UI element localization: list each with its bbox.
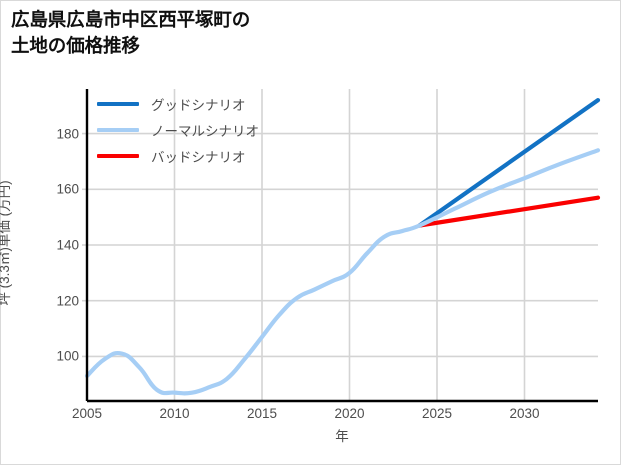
series-line-ノーマルシナリオ — [84, 148, 601, 396]
x-tick-label-4: 2025 — [421, 406, 453, 421]
y-tick-label-2: 140 — [56, 237, 79, 253]
legend-item-bad[interactable]: バッドシナリオ — [97, 143, 327, 169]
x-tick-label-3: 2020 — [334, 406, 365, 421]
y-tick-label-4: 180 — [56, 126, 79, 142]
y-tick-label-0: 100 — [56, 348, 79, 364]
legend-label-good: グッドシナリオ — [151, 98, 246, 113]
legend-label-bad: バッドシナリオ — [151, 150, 246, 165]
y-tick-label-1: 120 — [56, 293, 79, 309]
y-tick-label-3: 160 — [56, 181, 79, 197]
x-tick-label-0: 2005 — [71, 406, 103, 421]
series-line-バッドシナリオ — [417, 195, 601, 228]
chart-legend: グッドシナリオ ノーマルシナリオ バッドシナリオ — [97, 91, 327, 169]
series-line-グッドシナリオ — [417, 98, 601, 228]
legend-item-good[interactable]: グッドシナリオ — [97, 91, 327, 117]
y-axis-label: 坪 (3.3㎡)単価 (万円) — [0, 180, 12, 305]
x-tick-label-5: 2030 — [509, 406, 540, 421]
legend-swatch-bad — [97, 154, 139, 158]
x-tick-label-1: 2010 — [159, 406, 190, 421]
axis-lines — [85, 89, 598, 403]
legend-swatch-normal — [97, 128, 139, 132]
legend-swatch-good — [97, 102, 139, 106]
legend-item-normal[interactable]: ノーマルシナリオ — [97, 117, 327, 143]
x-axis-label: 年 — [335, 429, 349, 444]
legend-label-normal: ノーマルシナリオ — [151, 124, 259, 139]
chart-title: 広島県広島市中区西平塚町の 土地の価格推移 — [11, 9, 251, 56]
x-tick-label-2: 2015 — [246, 406, 278, 421]
series-lines — [84, 98, 601, 396]
